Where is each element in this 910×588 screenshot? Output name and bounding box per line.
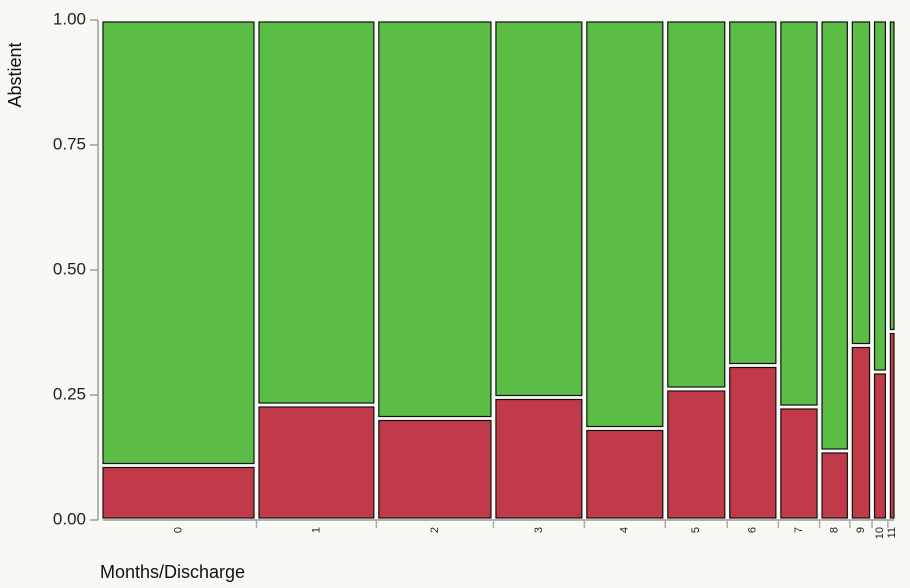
- tile-not-abstient-9: [851, 346, 871, 519]
- tile-not-abstient-4: [586, 429, 664, 519]
- tile-abstient-0: [102, 21, 255, 465]
- tile-not-abstient-7: [780, 408, 818, 519]
- tile-not-abstient-10: [873, 373, 886, 519]
- x-tick-label: 9: [855, 527, 867, 533]
- y-axis-title: Abstient: [5, 42, 25, 107]
- tile-not-abstient-5: [667, 390, 726, 519]
- tile-abstient-8: [821, 21, 848, 450]
- tile-not-abstient-3: [495, 398, 583, 519]
- y-tick-label: 0.50: [53, 259, 86, 278]
- tile-abstient-2: [378, 21, 492, 418]
- x-tick-label: 2: [429, 527, 441, 533]
- tile-not-abstient-2: [378, 419, 492, 519]
- x-axis-title: Months/Discharge: [100, 562, 245, 582]
- x-tick-label: 5: [690, 527, 702, 533]
- x-axis: 0 1 2 3 4 5 6 7 8 9 10 11: [103, 519, 898, 539]
- y-tick-label: 0.25: [53, 384, 86, 403]
- tile-not-abstient-8: [821, 452, 848, 519]
- tile-abstient-5: [667, 21, 726, 388]
- x-tick-label: 7: [793, 527, 805, 533]
- tile-not-abstient-1: [258, 406, 375, 519]
- y-tick-label: 0.00: [53, 509, 86, 528]
- tile-abstient-7: [780, 21, 818, 406]
- y-axis: 0.00 0.25 0.50 0.75 1.00: [53, 9, 99, 528]
- x-tick-label: 1: [310, 527, 322, 533]
- y-tick-label: 0.75: [53, 134, 86, 153]
- tile-abstient-4: [586, 21, 664, 428]
- x-tick-label: 3: [533, 527, 545, 533]
- tile-abstient-1: [258, 21, 375, 404]
- tile-abstient-10: [873, 21, 886, 371]
- x-tick-label: 0: [172, 527, 184, 533]
- x-tick-label: 11: [886, 527, 898, 538]
- tile-abstient-3: [495, 21, 583, 397]
- plot-area: [102, 21, 895, 519]
- tile-abstient-9: [851, 21, 871, 345]
- tile-abstient-11: [889, 21, 895, 331]
- tile-abstient-6: [729, 21, 777, 365]
- x-tick-label: 6: [747, 527, 759, 533]
- tile-not-abstient-6: [729, 366, 777, 519]
- tile-not-abstient-0: [102, 466, 255, 519]
- x-tick-label: 10: [874, 527, 886, 539]
- x-tick-label: 8: [829, 527, 841, 533]
- tile-not-abstient-11: [889, 332, 895, 519]
- x-tick-label: 4: [619, 527, 631, 533]
- y-tick-label: 1.00: [53, 9, 86, 28]
